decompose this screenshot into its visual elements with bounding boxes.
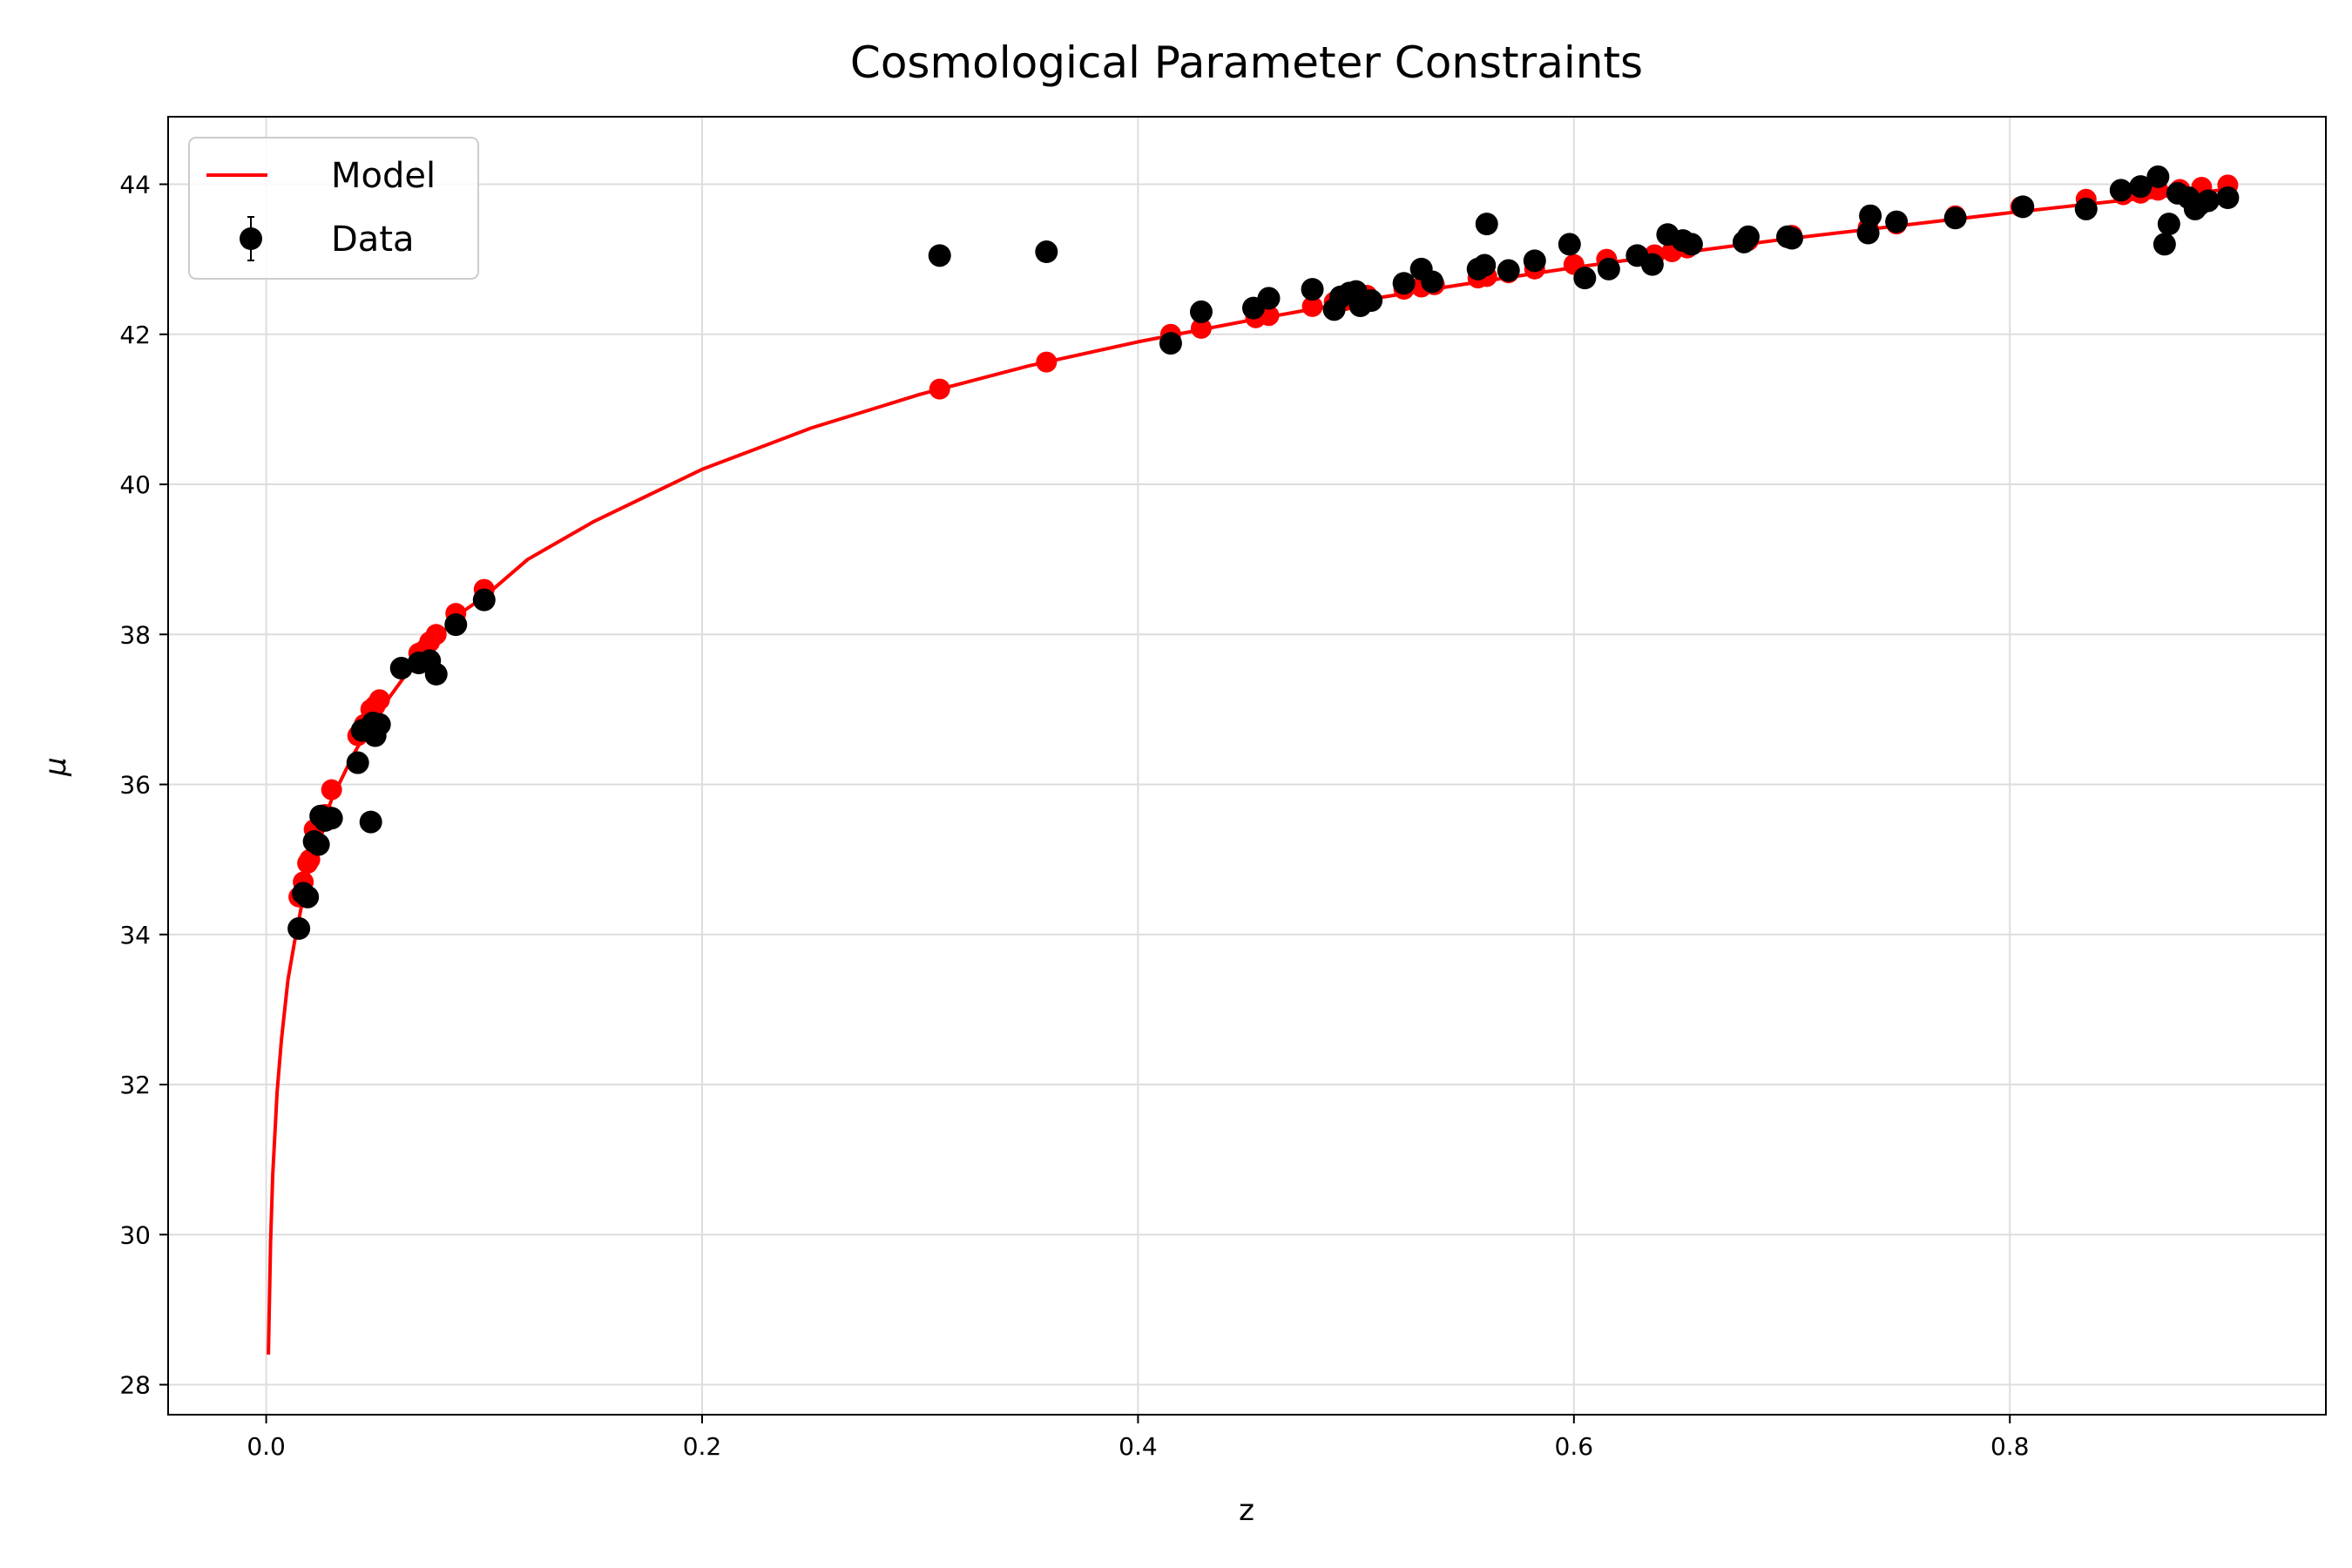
plot-area (168, 117, 2326, 1415)
model-point (929, 378, 950, 400)
data-point (1943, 206, 1967, 230)
data-point (296, 885, 320, 909)
data-point (2129, 175, 2153, 199)
data-point (346, 751, 369, 774)
x-tick-label: 0.2 (683, 1432, 722, 1461)
data-point (307, 833, 330, 856)
data-point (1859, 204, 1882, 227)
data-point (1680, 233, 1703, 256)
data-point (444, 613, 468, 637)
x-tick-label: 0.4 (1119, 1432, 1158, 1461)
y-tick-label: 42 (119, 321, 151, 349)
data-point (1189, 300, 1213, 323)
data-point (2146, 165, 2170, 188)
grid-lines (168, 117, 2326, 1415)
data-point (928, 244, 951, 267)
y-tick-label: 34 (119, 921, 151, 950)
data-point (287, 916, 311, 940)
data-point (2074, 197, 2098, 220)
data-point (2216, 186, 2240, 210)
x-axis-label: z (1239, 1493, 1254, 1528)
data-point (1257, 287, 1281, 310)
data-point (2011, 195, 2035, 219)
x-tick-label: 0.6 (1555, 1432, 1594, 1461)
data-point (1781, 226, 1804, 250)
data-point (1856, 221, 1880, 245)
data-point (424, 662, 448, 686)
data-point (1473, 253, 1497, 277)
data-point (1640, 253, 1664, 276)
y-tick-label: 30 (119, 1220, 151, 1249)
data-layer (287, 165, 2240, 940)
data-point (359, 810, 382, 834)
data-point (2157, 213, 2180, 236)
model-point (425, 624, 447, 645)
y-tick-label: 32 (119, 1071, 151, 1099)
data-point (1421, 270, 1444, 294)
model-point (1190, 317, 1212, 339)
data-point (1035, 240, 1058, 264)
x-axis: 0.0 0.2 0.4 0.6 0.8 (247, 1415, 2029, 1461)
model-line (267, 187, 2228, 1355)
data-point (1301, 278, 1324, 301)
data-point (1885, 210, 1909, 233)
y-tick-label: 44 (119, 171, 151, 199)
data-point (320, 807, 343, 830)
data-point (1523, 249, 1546, 273)
legend-model-label: Model (331, 156, 436, 196)
data-point (1558, 233, 1581, 256)
legend-data-swatch (240, 216, 262, 261)
data-point (389, 657, 413, 680)
y-tick-label: 38 (119, 620, 151, 649)
data-point (368, 713, 391, 736)
data-point (1159, 332, 1182, 355)
model-point (321, 779, 342, 801)
x-tick-label: 0.0 (247, 1432, 286, 1461)
legend: Model Data (188, 137, 479, 280)
x-tick-label: 0.8 (1990, 1432, 2030, 1461)
plot-frame (167, 116, 2327, 1416)
data-point (2196, 189, 2220, 213)
data-point (1475, 213, 1498, 236)
legend-box (188, 137, 479, 280)
y-axis: 28 30 32 34 36 38 40 42 44 (119, 171, 168, 1400)
y-tick-label: 28 (119, 1371, 151, 1400)
model-point (368, 689, 390, 711)
chart-title: Cosmological Parameter Constraints (850, 37, 1643, 88)
y-axis-label: μ (38, 757, 73, 777)
data-point (1736, 225, 1760, 248)
data-point (472, 588, 496, 612)
data-point (1497, 259, 1520, 282)
data-point (2153, 233, 2176, 256)
data-point (1360, 289, 1383, 313)
y-tick-label: 36 (119, 771, 151, 800)
data-point (1573, 267, 1597, 290)
legend-data-label: Data (331, 220, 415, 260)
y-tick-label: 40 (119, 470, 151, 499)
model-point (1301, 295, 1323, 317)
data-point (2109, 179, 2132, 202)
data-point (1392, 272, 1416, 295)
data-point (1597, 257, 1620, 280)
model-point (1036, 351, 1058, 373)
